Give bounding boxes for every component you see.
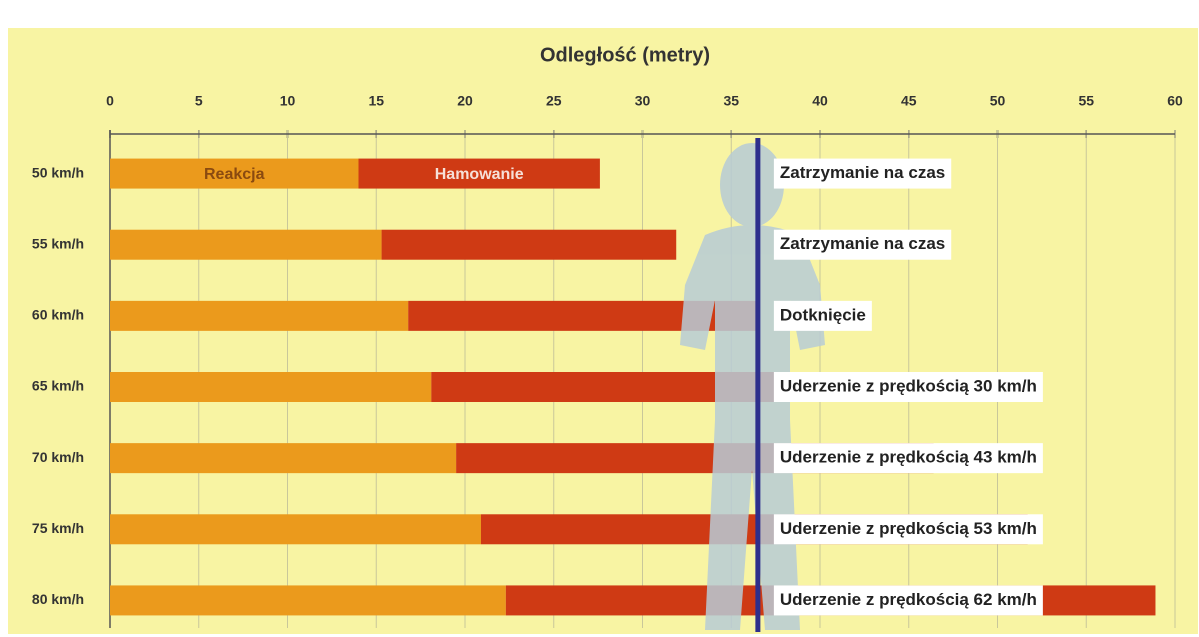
x-tick-label: 55	[1078, 93, 1094, 109]
x-tick-label: 0	[106, 93, 114, 109]
x-tick-label: 5	[195, 93, 203, 109]
x-tick-label: 10	[280, 93, 296, 109]
outcome-annotation: Zatrzymanie na czas	[780, 234, 945, 253]
bar-segment	[110, 372, 431, 402]
outcome-annotation: Uderzenie z prędkością 53 km/h	[780, 519, 1037, 538]
chart: Odległość (metry) 0 5 10 15 20 25 30 35 40 45 50 55…	[0, 0, 1199, 637]
x-tick-label: 40	[812, 93, 828, 109]
x-tick-label: 45	[901, 93, 917, 109]
y-tick-label: 60 km/h	[32, 307, 84, 323]
bar-segment	[382, 230, 677, 260]
x-tick-label: 20	[457, 93, 473, 109]
y-tick-label: 80 km/h	[32, 591, 84, 607]
y-tick-label: 75 km/h	[32, 520, 84, 536]
bar-segment	[110, 443, 456, 473]
y-tick-label: 65 km/h	[32, 378, 84, 394]
outcome-annotation: Uderzenie z prędkością 30 km/h	[780, 376, 1037, 395]
bar-segment	[110, 514, 481, 544]
segment-label: Reakcja	[204, 166, 265, 183]
page: {"chart_data": {"type": "bar", "orientat…	[0, 0, 1199, 637]
outcome-annotation: Uderzenie z prędkością 43 km/h	[780, 448, 1037, 467]
x-tick-label: 50	[990, 93, 1006, 109]
x-tick-label: 60	[1167, 93, 1183, 109]
x-tick-label: 35	[723, 93, 739, 109]
x-tick-label: 25	[546, 93, 562, 109]
outcome-annotation: Uderzenie z prędkością 62 km/h	[780, 590, 1037, 609]
y-tick-label: 70 km/h	[32, 449, 84, 465]
outcome-annotation: Dotknięcie	[780, 305, 866, 324]
chart-title: Odległość (metry)	[540, 44, 710, 66]
x-tick-label: 15	[368, 93, 384, 109]
x-tick-label: 30	[635, 93, 651, 109]
y-tick-label: 50 km/h	[32, 164, 84, 180]
segment-label: Hamowanie	[435, 166, 524, 183]
outcome-annotation: Zatrzymanie na czas	[780, 163, 945, 182]
bar-segment	[110, 230, 382, 260]
y-tick-label: 55 km/h	[32, 235, 84, 251]
bar-segment	[110, 585, 506, 615]
bar-segment	[110, 301, 408, 331]
